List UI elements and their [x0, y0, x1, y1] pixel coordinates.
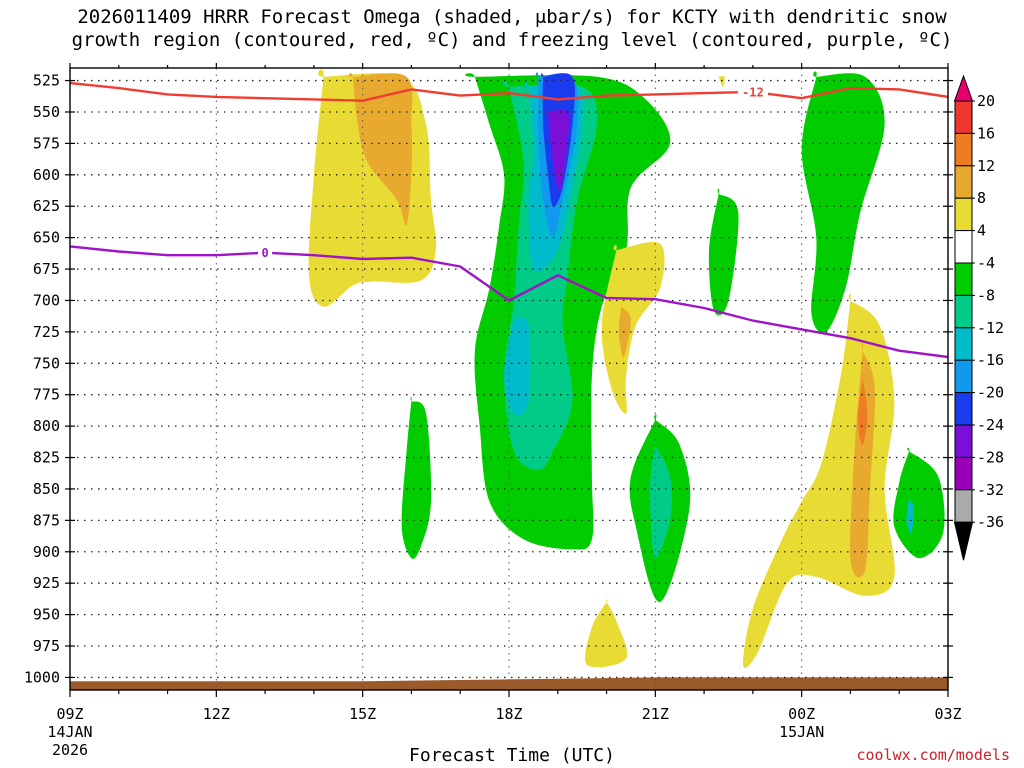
red-contour-minus-12-label-bg [737, 84, 768, 99]
x-axis-label: Forecast Time (UTC) [409, 745, 615, 766]
colorbar-swatch [954, 197, 973, 232]
colorbar-swatch [954, 165, 973, 199]
y-tick-label: 650 [33, 229, 60, 247]
x-tick-label: 21Z [642, 705, 669, 723]
y-tick-label: 600 [33, 166, 60, 184]
colorbar-label: 4 [977, 222, 986, 240]
colorbar-swatch [954, 392, 973, 426]
omega-region-purple-main-column [546, 108, 570, 191]
colorbar-swatch [954, 100, 973, 134]
y-tick-label: 575 [33, 134, 60, 152]
colorbar-label: -20 [977, 384, 1004, 402]
x-tick-label: 03Z [934, 705, 961, 723]
colorbar-label: 12 [977, 157, 995, 175]
y-tick-label: 700 [33, 291, 60, 309]
y-tick-label: 750 [33, 354, 60, 372]
x-tick-label: 15Z [349, 705, 376, 723]
colorbar-label: -36 [977, 513, 1004, 531]
y-tick-label: 875 [33, 511, 60, 529]
colorbar-label: -4 [977, 254, 995, 272]
colorbar-bottom-arrow [953, 521, 974, 561]
colorbar-swatch [954, 294, 973, 329]
omega-region-yellow-lower-right [743, 293, 895, 668]
chart-title: 2026011409 HRRR Forecast Omega (shaded, … [0, 6, 1024, 52]
omega-region-red-orange-lower-right [857, 373, 868, 446]
x-tick-sublabel: 15JAN [779, 723, 824, 741]
omega-region-green-upper-right [801, 71, 885, 334]
colorbar-label: 8 [977, 189, 986, 207]
omega-region-orange-mid-pocket [618, 304, 631, 358]
omega-region-cyan-lower-column [504, 314, 531, 416]
y-tick-label: 625 [33, 197, 60, 215]
x-tick-label: 00Z [788, 705, 815, 723]
y-tick-label: 775 [33, 386, 60, 404]
omega-region-yellow-top-sliver [718, 76, 725, 87]
ground-terrain [70, 677, 948, 690]
omega-region-cyan-lower-right [906, 497, 914, 534]
colorbar-swatch [954, 359, 973, 394]
y-tick-label: 525 [33, 72, 60, 90]
y-tick-label: 725 [33, 323, 60, 341]
red-contour-minus-12 [70, 81, 948, 102]
x-tick-sublabel-year: 2026 [52, 741, 88, 759]
colorbar-swatch [954, 132, 973, 167]
purple-freezing-level-label-bg [258, 245, 273, 260]
purple-freezing-level [70, 245, 948, 359]
x-tick-label: 12Z [203, 705, 230, 723]
colorbar-swatch [954, 424, 973, 458]
colorbar-label: -24 [977, 416, 1004, 434]
colorbar-label: 16 [977, 124, 995, 142]
source-credit: coolwx.com/models [856, 746, 1010, 764]
colorbar-swatch [954, 489, 973, 523]
omega-region-green-small-left [401, 396, 432, 559]
colorbar-label: -32 [977, 481, 1004, 499]
y-tick-label: 675 [33, 260, 60, 278]
red-contour-minus-12-label: -12 [742, 85, 764, 99]
colorbar-label: -28 [977, 448, 1004, 466]
y-tick-label: 850 [33, 480, 60, 498]
y-tick-label: 975 [33, 637, 60, 655]
y-tick-label: 550 [33, 103, 60, 121]
colorbar-label: 20 [977, 92, 995, 110]
y-tick-label: 950 [33, 606, 60, 624]
colorbar-swatch [954, 230, 973, 264]
y-tick-label: 800 [33, 417, 60, 435]
colorbar-label: -8 [977, 286, 995, 304]
colorbar-top-arrow [953, 74, 974, 102]
y-tick-label: 900 [33, 543, 60, 561]
colorbar-label: -12 [977, 319, 1004, 337]
omega-region-teal-mid-right [649, 441, 672, 559]
omega-region-yellow-bottom-center [584, 599, 628, 668]
purple-freezing-level-label: 0 [261, 246, 268, 260]
chart-title-line2: growth region (contoured, red, ºC) and f… [71, 29, 953, 51]
y-tick-label: 825 [33, 449, 60, 467]
colorbar-swatch [954, 327, 973, 361]
colorbar-label: -16 [977, 351, 1004, 369]
y-tick-label: 925 [33, 574, 60, 592]
y-tick-label: 1000 [24, 668, 60, 686]
x-tick-sublabel: 14JAN [47, 723, 92, 741]
x-tick-label: 18Z [495, 705, 522, 723]
chart-title-line1: 2026011409 HRRR Forecast Omega (shaded, … [77, 6, 947, 28]
colorbar-swatch [954, 262, 973, 296]
x-tick-label: 09Z [56, 705, 83, 723]
colorbar-swatch [954, 456, 973, 491]
omega-region-green-lower-right [893, 447, 945, 559]
omega-region-green-slim-hump [708, 188, 739, 316]
omega-region-orange-lower-right [850, 342, 876, 578]
omega-region-yellow-mid-pocket [601, 242, 665, 414]
